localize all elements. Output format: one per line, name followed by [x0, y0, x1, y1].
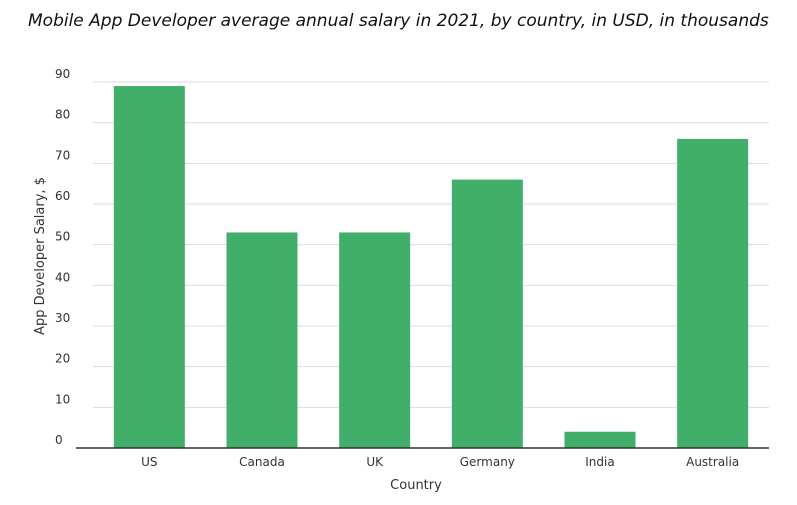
y-tick-label: 30 — [55, 311, 70, 325]
bars — [113, 86, 749, 449]
y-tick-label: 10 — [55, 392, 70, 406]
x-tick-label: UK — [366, 455, 384, 469]
x-tick-label: Germany — [460, 455, 515, 469]
x-tick-label: Canada — [239, 455, 285, 469]
x-tick-label: US — [141, 455, 157, 469]
chart-title: Mobile App Developer average annual sala… — [28, 11, 769, 31]
y-tick-label: 20 — [55, 352, 70, 366]
y-tick-label: 50 — [55, 230, 70, 244]
y-tick-labels: 0 10 20 30 40 50 60 70 80 90 — [55, 67, 70, 447]
y-tick-label: 80 — [55, 108, 70, 122]
x-tick-label: Australia — [686, 455, 739, 469]
bar-india — [564, 431, 636, 448]
x-axis-title: Country — [390, 478, 442, 493]
bar-australia — [677, 138, 749, 448]
y-tick-label: 90 — [55, 67, 70, 81]
y-tick-label: 0 — [55, 433, 63, 447]
y-tick-label: 40 — [55, 270, 70, 284]
bar-us — [113, 86, 185, 449]
grid-lines — [93, 81, 769, 408]
bar-uk — [339, 232, 411, 448]
y-tick-label: 60 — [55, 189, 70, 203]
bar-germany — [451, 179, 523, 448]
y-tick-label: 70 — [55, 148, 70, 162]
y-axis-title: App Developer Salary, $ — [33, 177, 48, 335]
x-tick-label: India — [585, 455, 614, 469]
x-tick-labels: US Canada UK Germany India Australia — [141, 455, 739, 469]
bar-canada — [226, 232, 298, 448]
